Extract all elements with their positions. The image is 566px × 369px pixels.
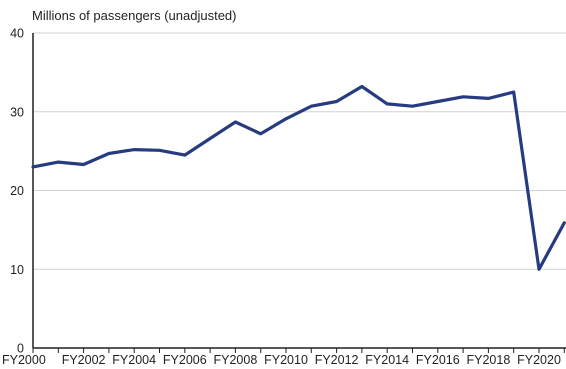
- x-tick-label: FY2002: [62, 353, 106, 367]
- x-tick-label: FY2004: [112, 353, 156, 367]
- x-tick-label: FY2012: [315, 353, 359, 367]
- series-line-0: [31, 84, 566, 271]
- x-tick-label: FY2006: [163, 353, 207, 367]
- x-tick-label: FY2016: [416, 353, 460, 367]
- y-tick-label: 20: [10, 184, 24, 198]
- y-tick-label: 40: [10, 27, 24, 41]
- x-tick-label: FY2014: [365, 353, 409, 367]
- x-tick-label: FY2000: [2, 353, 46, 367]
- x-tick-label: FY2008: [214, 353, 258, 367]
- y-tick-label: 10: [10, 263, 24, 277]
- x-tick-label: FY2020: [517, 353, 561, 367]
- x-tick-label: FY2018: [467, 353, 511, 367]
- axes: [32, 33, 566, 353]
- y-tick-label: 0: [17, 342, 24, 356]
- gridlines: [33, 32, 566, 270]
- y-axis-label: Millions of passengers (unadjusted): [32, 8, 237, 23]
- series-layer: [31, 84, 566, 271]
- tick-labels: 0 10 20 30 40 FY2000 FY2002 FY2004 FY2006 FY2008 F…: [2, 27, 561, 368]
- x-tick-label: FY2010: [264, 353, 308, 367]
- y-tick-label: 30: [10, 105, 24, 119]
